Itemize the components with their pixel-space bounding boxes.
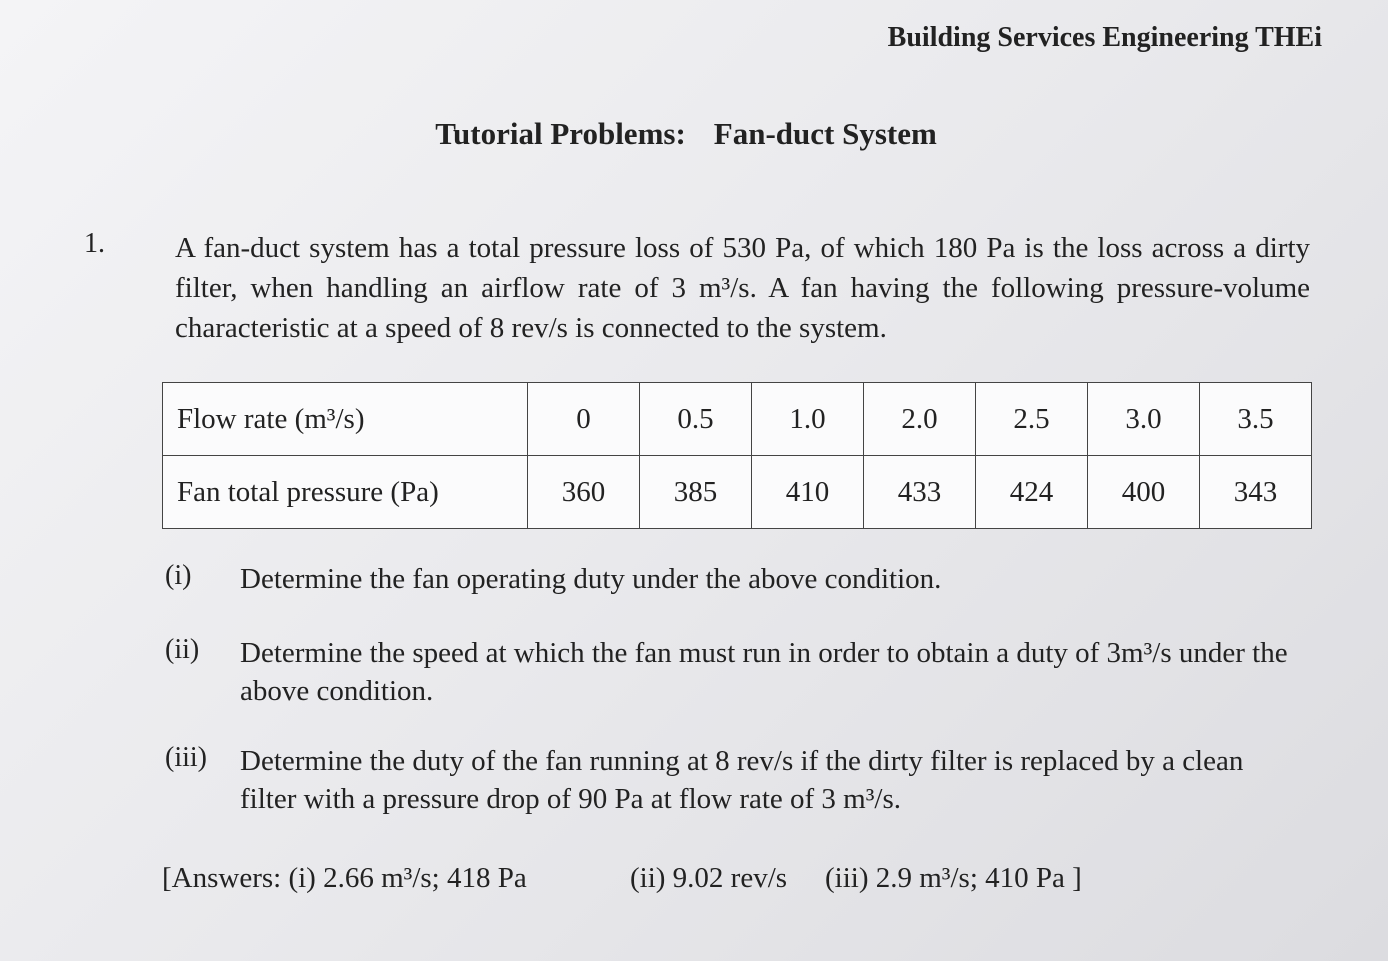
header: Building Services Engineering THEi [887,22,1322,53]
table-cell: 2.0 [863,382,976,456]
table-cell: 433 [863,455,976,529]
answer: [Answers: (i) 2.66 m³/s; 418 Pa [162,862,527,894]
answer: (ii) 9.02 rev/s [630,862,788,894]
table-row: Fan total pressure (Pa) 360 385 410 433 424 40… [162,455,1312,529]
table-cell: 1.0 [751,382,864,456]
table-cell: 2.5 [975,382,1088,456]
row-header: Fan total pressure (Pa) [162,455,528,529]
table-cell: 400 [1087,455,1200,529]
table-cell: 360 [527,455,640,529]
table-row: Flow rate (m³/s) 0 0.5 1.0 2.0 2.5 3.0 3.5 [162,382,1312,456]
part-label: (iii) [165,742,207,773]
part-text: Determine the duty of the fan running at… [240,745,1244,815]
table-cell: 0.5 [639,382,752,456]
data-table: Flow rate (m³/s) 0 0.5 1.0 2.0 2.5 3.0 3.5 Fan t… [162,382,1312,529]
table-cell: 410 [751,455,864,529]
title-text: Fan-duct System [713,116,937,151]
question-text: A fan-duct system has a total pressure l… [175,232,1310,344]
row-header: Flow rate (m³/s) [162,382,528,456]
part-text: Determine the speed at which the fan mus… [240,637,1288,707]
title: Tutorial Problems: Fan-duct System [0,116,1372,152]
question-number: 1. [84,228,105,259]
table-cell: 385 [639,455,752,529]
table-cell: 0 [527,382,640,456]
table-cell: 3.5 [1199,382,1312,456]
answer: (iii) 2.9 m³/s; 410 Pa ] [825,862,1082,894]
table-cell: 343 [1199,455,1312,529]
part-label: (i) [165,560,192,591]
title-label: Tutorial Problems: [435,116,686,151]
table-cell: 424 [975,455,1088,529]
part-label: (ii) [165,634,200,665]
part-text: Determine the fan operating duty under t… [240,563,942,595]
table-cell: 3.0 [1087,382,1200,456]
